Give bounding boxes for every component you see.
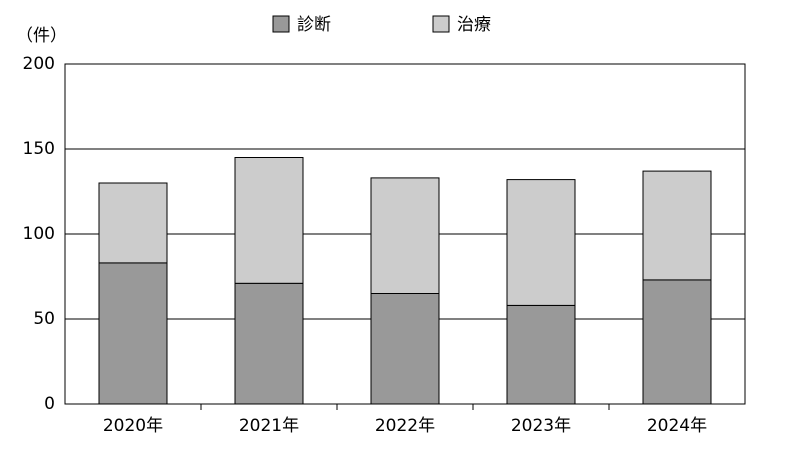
legend-label: 診断	[297, 15, 331, 35]
bar-segment	[370, 177, 440, 294]
y-tick-label: 200	[23, 54, 55, 74]
y-axis-label: （件）	[16, 26, 67, 46]
bar-segment	[642, 170, 712, 281]
legend-swatch	[432, 15, 450, 33]
bar-segment	[506, 304, 576, 405]
bar-segment	[98, 182, 168, 264]
bar-segment	[234, 157, 304, 284]
bar-segment	[234, 282, 304, 405]
y-tick-label: 150	[23, 139, 55, 159]
x-tick-label: 2023年	[511, 416, 571, 436]
x-tick-label: 2020年	[103, 416, 163, 436]
y-tick-label: 100	[23, 224, 55, 244]
legend-label: 治療	[457, 15, 491, 35]
bar-segment	[642, 279, 712, 405]
y-tick-label: 0	[44, 394, 55, 414]
x-tick-label: 2024年	[647, 416, 707, 436]
y-tick-label: 50	[33, 309, 55, 329]
legend-swatch	[272, 15, 290, 33]
x-tick-label: 2022年	[375, 416, 435, 436]
bar-segment	[98, 262, 168, 405]
bar-segment	[506, 179, 576, 306]
bar-segment	[370, 293, 440, 405]
x-tick-label: 2021年	[239, 416, 299, 436]
